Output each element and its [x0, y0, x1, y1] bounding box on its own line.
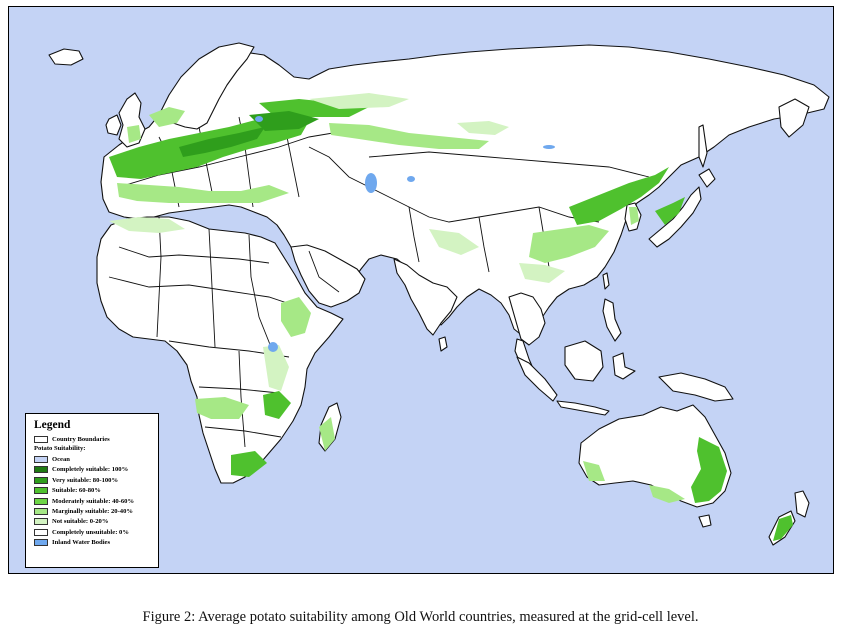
- legend-boundaries-row: Country Boundaries: [34, 434, 154, 444]
- suitability-africa: [109, 217, 335, 477]
- legend-item: Completely unsuitable: 0%: [34, 527, 154, 537]
- legend-label: Very suitable: 80-100%: [52, 476, 119, 484]
- taiwan: [602, 272, 610, 290]
- legend-swatch: [34, 487, 48, 495]
- legend-item: Completely suitable: 100%: [34, 465, 154, 475]
- legend-item: Moderately suitable: 40-60%: [34, 496, 154, 506]
- suitability-oceania: [583, 437, 793, 541]
- map-frame: Legend Country Boundaries Potato Suitabi…: [8, 6, 834, 574]
- borneo: [564, 340, 604, 382]
- arabian-peninsula: [290, 244, 366, 308]
- legend-swatch-boundaries: [34, 435, 48, 443]
- australia: [578, 404, 732, 508]
- legend-item: Very suitable: 80-100%: [34, 475, 154, 485]
- suitability-map: [48, 42, 830, 546]
- indian-subcontinent: [393, 258, 458, 336]
- legend-item: Inland Water Bodies: [34, 538, 154, 548]
- sakhalin: [698, 124, 708, 168]
- hokkaido: [698, 168, 716, 188]
- iceland: [48, 48, 84, 66]
- legend-label-boundaries: Country Boundaries: [52, 435, 110, 443]
- legend-suitability-heading: Potato Suitability:: [34, 445, 86, 453]
- new-guinea: [658, 372, 734, 402]
- legend-label: Completely suitable: 100%: [52, 466, 129, 474]
- africa: [96, 216, 344, 484]
- legend-label: Not suitable: 0-20%: [52, 518, 109, 526]
- sri-lanka: [438, 336, 448, 352]
- philippines: [602, 298, 622, 342]
- indochina: [508, 292, 546, 346]
- legend-items: Ocean Completely suitable: 100% Very suita…: [34, 454, 154, 548]
- legend-item: Suitable: 60-80%: [34, 486, 154, 496]
- legend-label: Completely unsuitable: 0%: [52, 528, 129, 536]
- ireland: [105, 114, 122, 136]
- legend-swatch: [34, 528, 48, 536]
- legend-item: Ocean: [34, 454, 154, 464]
- java: [556, 400, 610, 416]
- legend-swatch: [34, 518, 48, 526]
- scandinavia: [158, 42, 255, 130]
- figure-caption: Figure 2: Average potato suitability amo…: [142, 609, 699, 625]
- legend-swatch: [34, 508, 48, 516]
- legend-swatch: [34, 476, 48, 484]
- legend-label: Suitable: 60-80%: [52, 487, 101, 495]
- legend-swatch: [34, 466, 48, 474]
- legend-swatch: [34, 497, 48, 505]
- suitability-europe: [109, 93, 489, 203]
- legend-label: Inland Water Bodies: [52, 539, 111, 547]
- legend-item: Not suitable: 0-20%: [34, 517, 154, 527]
- sulawesi: [612, 352, 636, 380]
- legend-item: Marginally suitable: 20-40%: [34, 506, 154, 516]
- new-zealand-north: [794, 490, 810, 518]
- sumatra: [516, 356, 558, 402]
- inland-water-bodies: [255, 116, 555, 352]
- japan: [648, 186, 702, 248]
- tasmania: [698, 514, 712, 528]
- kamchatka: [778, 98, 810, 138]
- map-legend: Legend Country Boundaries Potato Suitabi…: [25, 413, 159, 568]
- legend-title: Legend: [34, 419, 71, 431]
- legend-swatch: [34, 539, 48, 547]
- legend-label: Moderately suitable: 40-60%: [52, 497, 135, 505]
- legend-label: Ocean: [52, 456, 70, 464]
- legend-swatch: [34, 456, 48, 464]
- legend-label: Marginally suitable: 20-40%: [52, 508, 133, 516]
- suitability-asia: [429, 121, 685, 283]
